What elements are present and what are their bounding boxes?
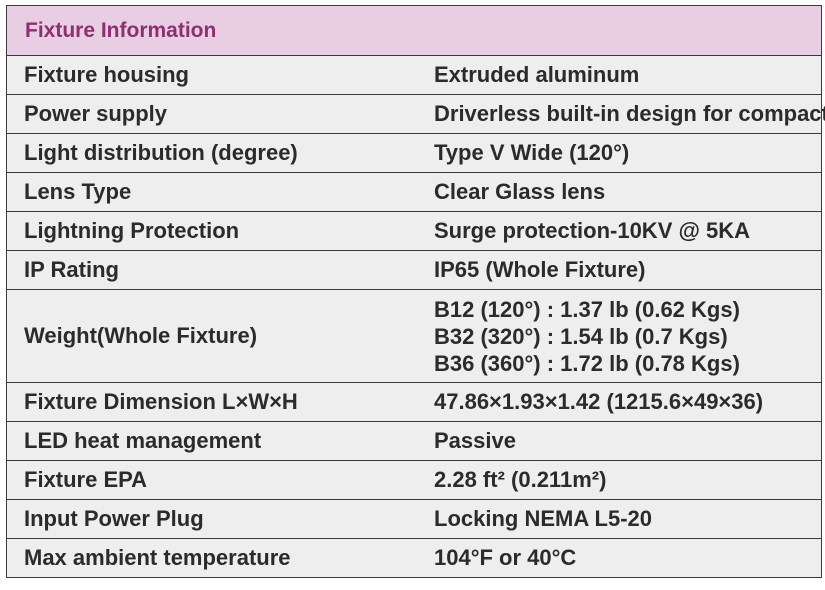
row-value: Type V Wide (120°): [414, 133, 822, 173]
table-row: Fixture EPA 2.28 ft² (0.211m²): [6, 460, 822, 500]
row-value: Passive: [414, 421, 822, 461]
table-row: Lens Type Clear Glass lens: [6, 172, 822, 212]
row-label: Fixture housing: [6, 55, 414, 95]
row-value: IP65 (Whole Fixture): [414, 250, 822, 290]
row-label: LED heat management: [6, 421, 414, 461]
row-label: Power supply: [6, 94, 414, 134]
row-value: Surge protection-10KV @ 5KA: [414, 211, 822, 251]
row-label: Weight(Whole Fixture): [6, 289, 414, 383]
row-value: Clear Glass lens: [414, 172, 822, 212]
row-label: Fixture EPA: [6, 460, 414, 500]
row-label: Lightning Protection: [6, 211, 414, 251]
table-row: Light distribution (degree) Type V Wide …: [6, 133, 822, 173]
row-label: Light distribution (degree): [6, 133, 414, 173]
row-value: Locking NEMA L5-20: [414, 499, 822, 539]
row-label: Max ambient temperature: [6, 538, 414, 578]
row-value: Driverless built-in design for compact: [414, 94, 825, 134]
row-value-multiline: B12 (120°) : 1.37 lb (0.62 Kgs) B32 (320…: [414, 289, 822, 383]
weight-line: B36 (360°) : 1.72 lb (0.78 Kgs): [434, 350, 740, 376]
weight-line: B12 (120°) : 1.37 lb (0.62 Kgs): [434, 296, 740, 322]
table-header: Fixture Information: [6, 5, 822, 56]
table-row: Power supply Driverless built-in design …: [6, 94, 825, 134]
table-row: Lightning Protection Surge protection-10…: [6, 211, 822, 251]
table-row: Fixture Dimension L×W×H 47.86×1.93×1.42 …: [6, 382, 822, 422]
row-label: Input Power Plug: [6, 499, 414, 539]
row-value: 104°F or 40°C: [414, 538, 822, 578]
table-row: Fixture housing Extruded aluminum: [6, 55, 822, 95]
weight-line: B32 (320°) : 1.54 lb (0.7 Kgs): [434, 323, 728, 349]
row-label: Lens Type: [6, 172, 414, 212]
fixture-spec-table: Fixture Information Fixture housing Extr…: [6, 5, 825, 578]
row-value: 2.28 ft² (0.211m²): [414, 460, 822, 500]
row-label: Fixture Dimension L×W×H: [6, 382, 414, 422]
row-label: IP Rating: [6, 250, 414, 290]
table-row: LED heat management Passive: [6, 421, 822, 461]
row-value: 47.86×1.93×1.42 (1215.6×49×36): [414, 382, 822, 422]
table-row: Weight(Whole Fixture) B12 (120°) : 1.37 …: [6, 289, 822, 383]
table-row: Input Power Plug Locking NEMA L5-20: [6, 499, 822, 539]
table-row: Max ambient temperature 104°F or 40°C: [6, 538, 822, 578]
row-value: Extruded aluminum: [414, 55, 822, 95]
table-row: IP Rating IP65 (Whole Fixture): [6, 250, 822, 290]
